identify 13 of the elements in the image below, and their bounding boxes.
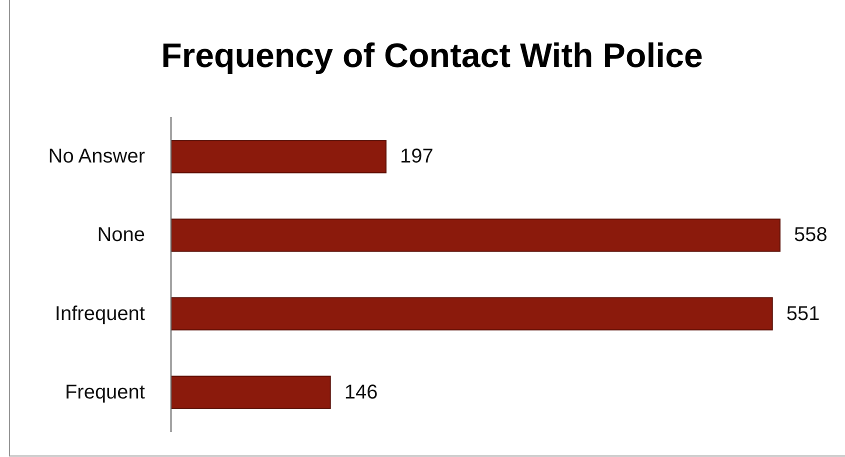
bar: [170, 218, 780, 252]
data-label: 146: [344, 381, 378, 404]
bar: [170, 140, 387, 174]
data-label: 197: [400, 146, 434, 168]
chart-title: Frequency of Contact With Police: [161, 37, 703, 75]
y-tick-label: No Answer: [48, 146, 146, 168]
bar: [170, 297, 773, 330]
y-tick-label: Frequent: [64, 381, 146, 404]
y-tick-label: Infrequent: [54, 302, 146, 325]
data-label: 551: [786, 302, 820, 325]
bar: [170, 376, 331, 409]
data-label: 558: [794, 224, 828, 246]
y-tick-label: None: [97, 224, 145, 246]
